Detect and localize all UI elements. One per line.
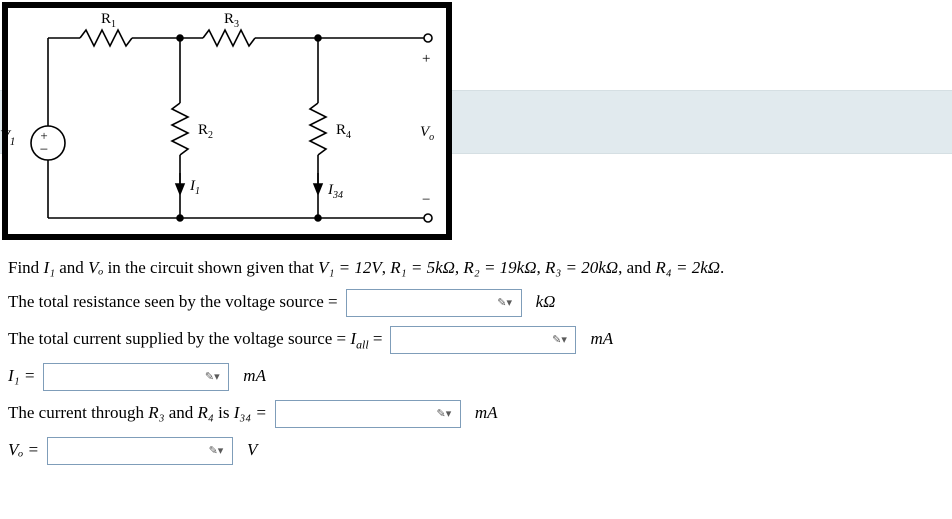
svg-text:I34: I34 [327, 182, 343, 201]
pencil-icon[interactable]: ✎▾ [547, 330, 571, 350]
question-body: Find I₁ and Vₒ in the circuit shown give… [8, 248, 938, 474]
svg-text:+: + [40, 128, 47, 143]
circuit-svg: R1 R3 R2 R4 I1 I34 + − Vo + − [8, 8, 446, 234]
svg-text:−: − [422, 192, 430, 208]
pencil-icon[interactable]: ✎▾ [493, 293, 517, 313]
row-total-resistance: The total resistance seen by the voltage… [8, 289, 938, 317]
input-Iall[interactable] [397, 328, 547, 352]
row3-label: I₁ = [8, 365, 35, 388]
row-I34: The current through R₃ and R₄ is I₃₄ = ✎… [8, 400, 938, 428]
prompt-text: Find I₁ and Vₒ in the circuit shown give… [8, 257, 724, 280]
row2-label: The total current supplied by the voltag… [8, 328, 382, 352]
prompt-row: Find I₁ and Vₒ in the circuit shown give… [8, 257, 938, 280]
svg-text:R1: R1 [101, 11, 116, 30]
svg-text:R3: R3 [224, 11, 239, 30]
pencil-icon[interactable]: ✎▾ [200, 367, 224, 387]
row-I1: I₁ = ✎▾ mA [8, 363, 938, 391]
svg-text:Vo: Vo [420, 124, 434, 143]
row-total-current: The total current supplied by the voltag… [8, 326, 938, 354]
unit-kohm: kΩ [536, 291, 556, 314]
input-I34-wrap: ✎▾ [275, 400, 461, 428]
input-Vo-wrap: ✎▾ [47, 437, 233, 465]
label-V1-outer: V1 [0, 128, 15, 148]
unit-V: V [247, 439, 257, 462]
row1-label: The total resistance seen by the voltage… [8, 291, 338, 314]
input-resistance-wrap: ✎▾ [346, 289, 522, 317]
row-Vo: Vₒ = ✎▾ V [8, 437, 938, 465]
unit-mA: mA [475, 402, 498, 425]
svg-text:+: + [422, 51, 430, 67]
unit-mA: mA [243, 365, 266, 388]
input-I1-wrap: ✎▾ [43, 363, 229, 391]
input-I1[interactable] [50, 365, 200, 389]
unit-mA: mA [590, 328, 613, 351]
row5-label: Vₒ = [8, 439, 39, 462]
pencil-icon[interactable]: ✎▾ [204, 441, 228, 461]
input-I34[interactable] [282, 402, 432, 426]
circuit-diagram: R1 R3 R2 R4 I1 I34 + − Vo + − [2, 2, 452, 240]
svg-text:−: − [40, 142, 48, 158]
input-Iall-wrap: ✎▾ [390, 326, 576, 354]
input-Vo[interactable] [54, 439, 204, 463]
svg-text:R2: R2 [198, 122, 213, 141]
pencil-icon[interactable]: ✎▾ [432, 404, 456, 424]
svg-text:R4: R4 [336, 122, 351, 141]
row4-label: The current through R₃ and R₄ is I₃₄ = [8, 402, 267, 425]
svg-text:I1: I1 [189, 178, 200, 197]
input-resistance[interactable] [353, 291, 493, 315]
